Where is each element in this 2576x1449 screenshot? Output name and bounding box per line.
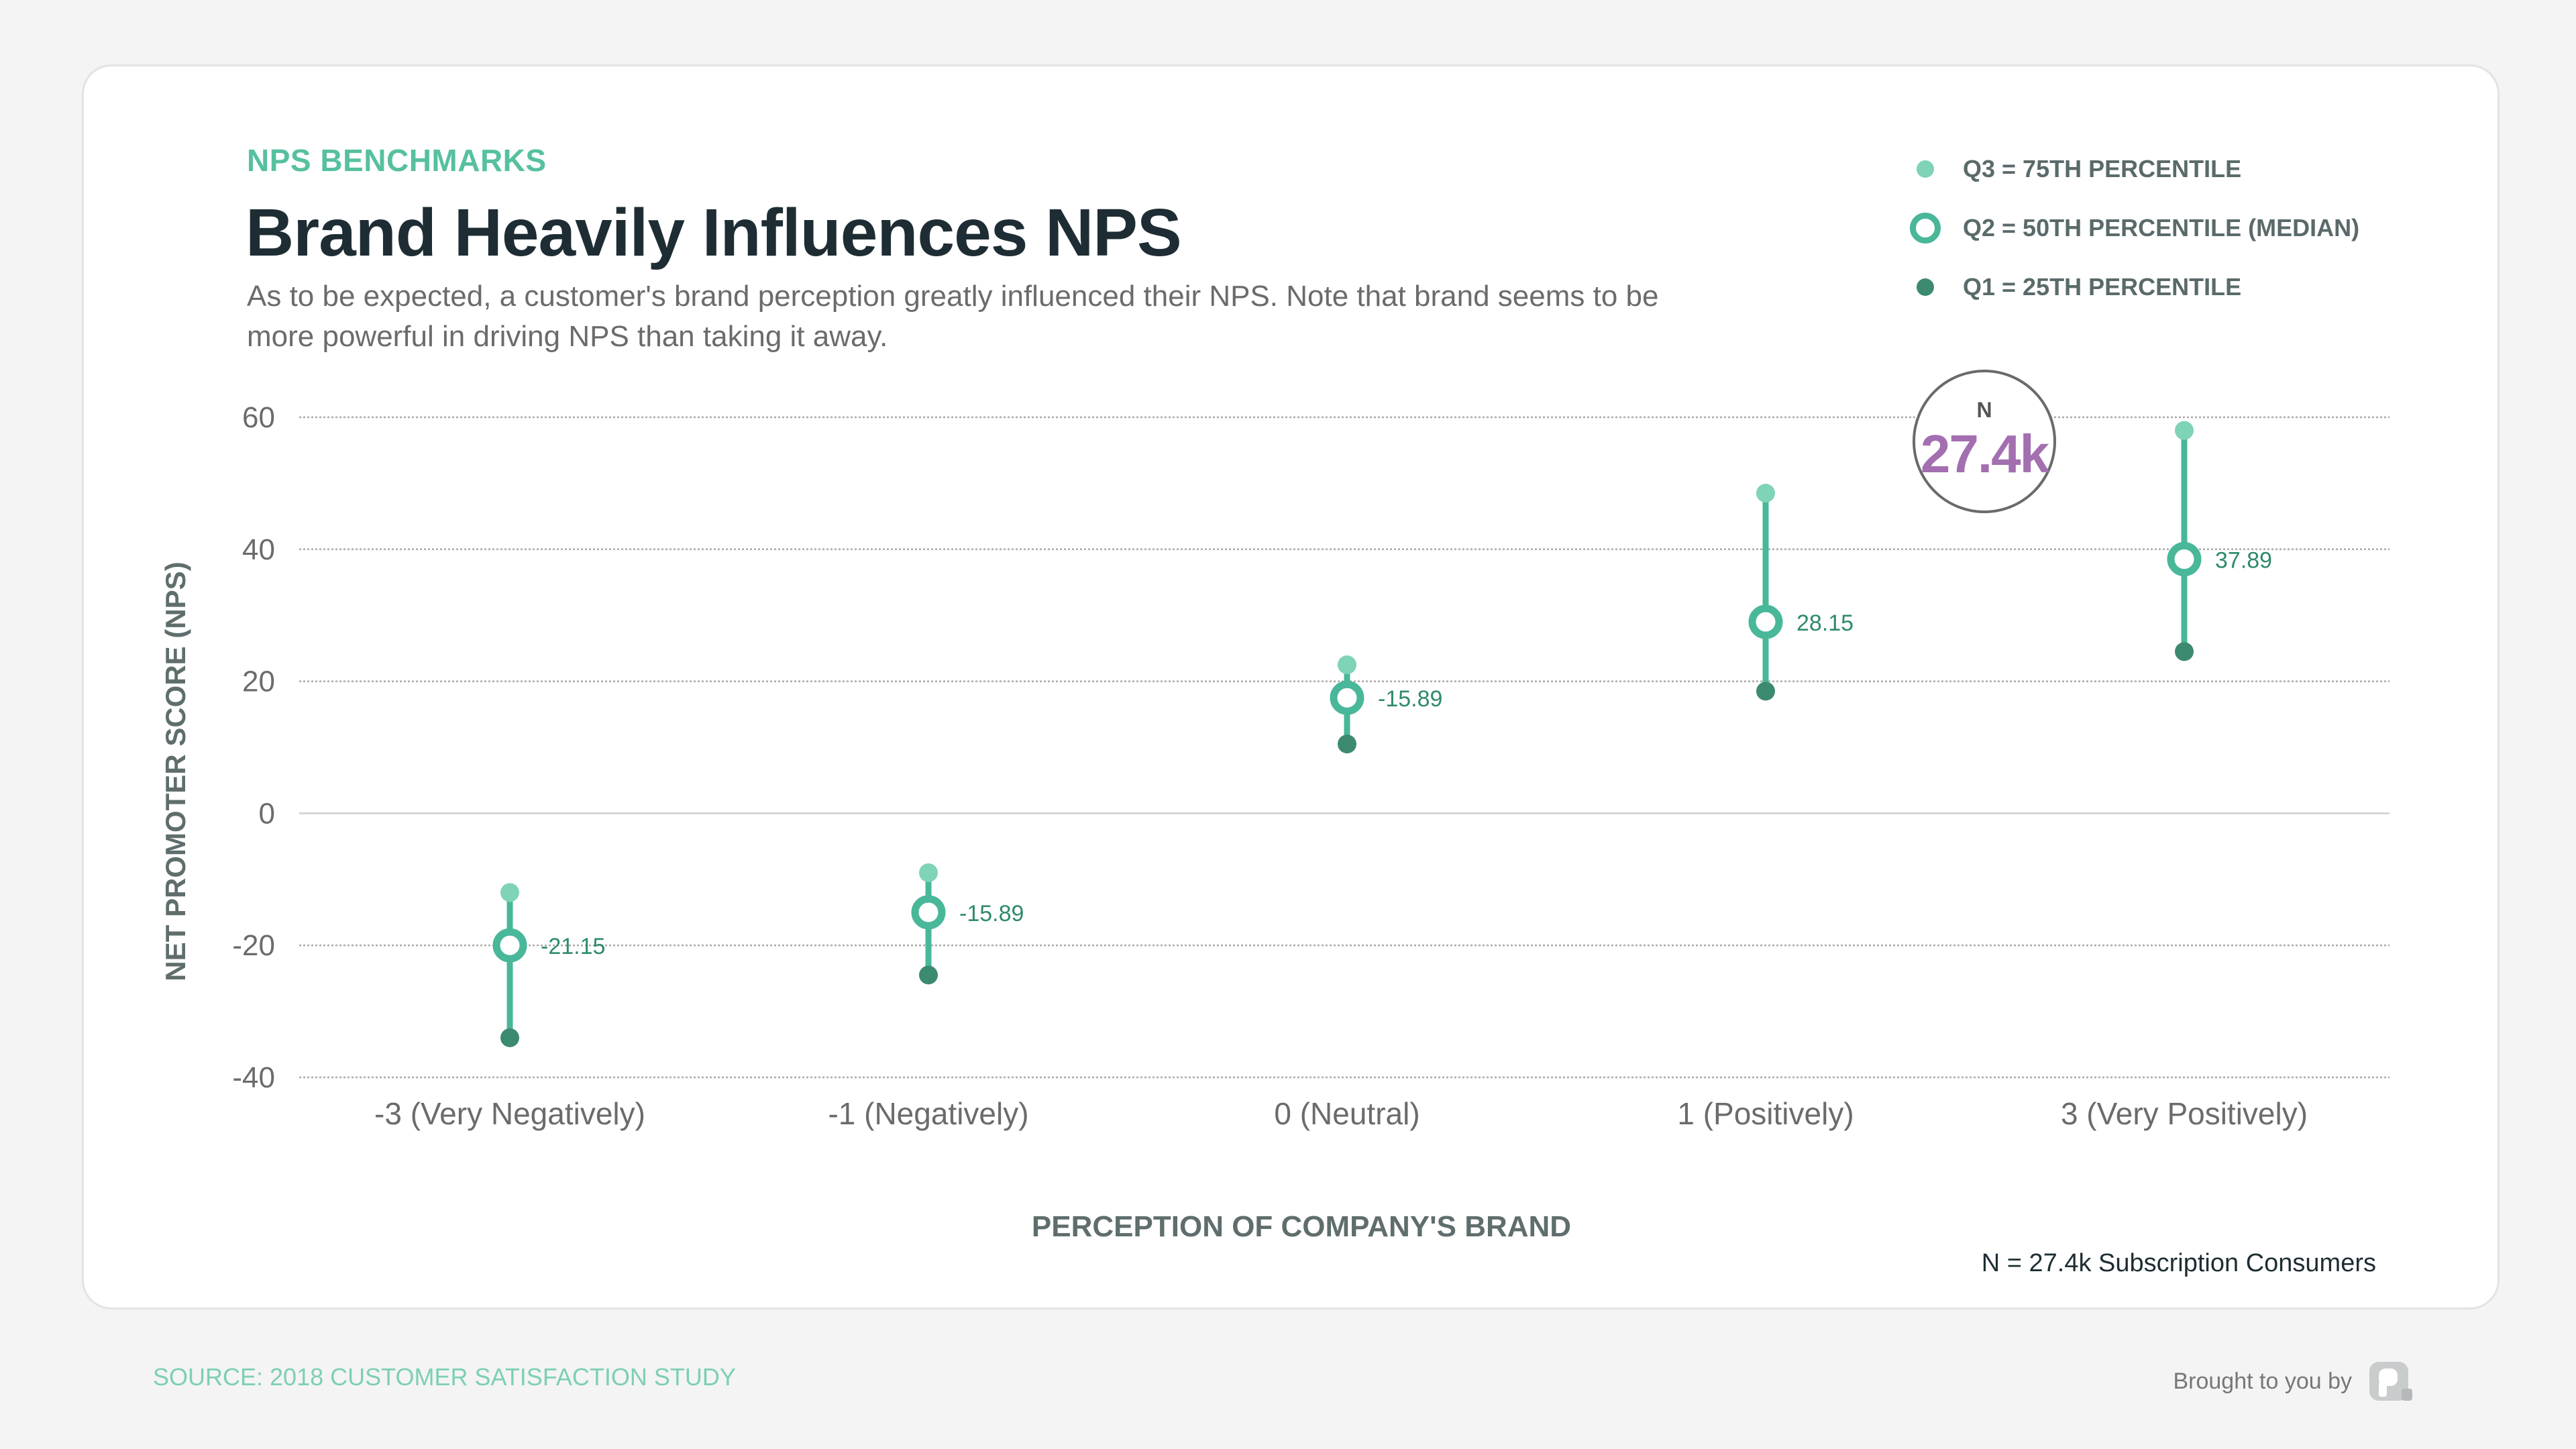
median-point [1748,604,1783,639]
y-tick-label: 0 [259,797,275,830]
median-data-label: 28.15 [1796,610,1854,636]
median-data-label: -15.89 [959,901,1024,926]
x-category-label: -3 (Very Negatively) [374,1096,645,1131]
legend-label-q2: Q2 = 50TH PERCENTILE (MEDIAN) [1963,214,2360,241]
q3-point [919,863,938,882]
x-category-label: 1 (Positively) [1677,1096,1854,1131]
median-data-label: 37.89 [2215,548,2272,574]
q1-point [919,965,938,985]
q3-point [1756,484,1775,503]
legend-label-q1: Q1 = 25TH PERCENTILE [1963,273,2242,301]
source-note: SOURCE: 2018 CUSTOMER SATISFACTION STUDY [153,1363,736,1391]
q2-ring-icon [1905,208,1945,248]
q3-point [2175,421,2194,440]
q1-point [500,1028,519,1047]
x-category-label: 0 (Neutral) [1274,1096,1419,1131]
y-tick-label: 40 [242,533,275,566]
y-axis-title: NET PROMOTER SCORE (NPS) [160,561,191,981]
q1-point [1756,682,1775,701]
eyebrow-label: NPS BENCHMARKS [247,143,547,178]
badge-value: 27.4k [1920,424,2049,484]
sample-footnote: N = 27.4k Subscription Consumers [1981,1249,2376,1277]
median-point [2167,542,2202,577]
brand-logo-icon [2369,1362,2412,1401]
x-category-label: 3 (Very Positively) [2061,1096,2308,1131]
q1-point [2175,642,2194,661]
y-tick-label: 20 [242,665,275,698]
legend-item-q1: Q1 = 25TH PERCENTILE [1905,267,2241,307]
legend-label-q3: Q3 = 75TH PERCENTILE [1963,155,2242,182]
q3-dot-icon [1905,149,1945,189]
x-category-label: -1 (Negatively) [828,1096,1028,1131]
legend-item-q3: Q3 = 75TH PERCENTILE [1905,149,2241,189]
median-data-label: -21.15 [541,934,605,959]
brought-to-you-by: Brought to you by [2173,1359,2415,1403]
q3-point [500,883,519,902]
chart-card [82,64,2500,1309]
median-data-label: -15.89 [1378,686,1442,712]
q1-dot-icon [1905,267,1945,307]
y-tick-label: -40 [232,1061,275,1094]
median-point [492,928,527,963]
badge-label: N [1976,398,1992,422]
brought-by-label: Brought to you by [2173,1368,2352,1394]
chart-title: Brand Heavily Influences NPS [246,195,1182,270]
median-point [1330,680,1364,715]
y-tick-label: -20 [232,929,275,962]
legend-item-q2: Q2 = 50TH PERCENTILE (MEDIAN) [1905,208,2359,248]
q3-point [1338,655,1356,674]
median-point [911,895,946,930]
q1-point [1338,735,1356,754]
chart-subtitle: As to be expected, a customer's brand pe… [247,280,1659,353]
sample-size-badge: N 27.4k [1913,370,2056,513]
y-tick-label: 60 [242,401,275,434]
x-axis-title: PERCEPTION OF COMPANY'S BRAND [1031,1210,1572,1243]
